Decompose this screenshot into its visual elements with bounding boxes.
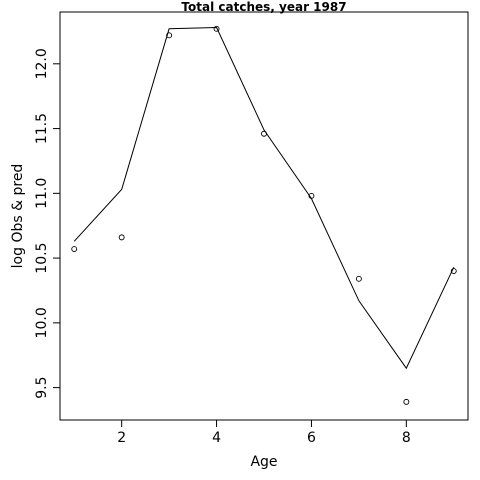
x-tick-label: 4: [212, 430, 221, 446]
y-tick-label: 11.5: [34, 113, 50, 144]
observed-point: [118, 234, 125, 241]
plot-series: [71, 25, 457, 405]
x-axis-ticks: 2 4 6 8: [117, 420, 411, 446]
y-axis-ticks: 9.5 10.0 10.5 11.0 11.5 12.0: [34, 48, 60, 399]
x-tick-label: 6: [307, 430, 316, 446]
observed-point: [403, 398, 410, 405]
y-tick-label: 10.0: [34, 307, 50, 338]
observed-point: [450, 268, 457, 274]
observed-point: [213, 25, 220, 32]
plot-frame: [59, 11, 469, 421]
x-tick-label: 8: [402, 430, 411, 446]
y-tick-label: 11.0: [34, 178, 50, 209]
y-axis-label: log Obs & pred: [10, 164, 26, 269]
x-tick-label: 2: [117, 430, 126, 446]
y-tick-label: 12.0: [34, 48, 50, 79]
chart-title: Total catches, year 1987: [181, 0, 346, 14]
observed-point: [166, 32, 173, 39]
observed-point: [355, 275, 362, 282]
predicted-line: [73, 26, 455, 370]
observed-point: [71, 246, 78, 252]
y-tick-label: 10.5: [34, 243, 50, 274]
x-axis-label: Age: [250, 454, 277, 470]
y-tick-label: 9.5: [34, 376, 50, 398]
